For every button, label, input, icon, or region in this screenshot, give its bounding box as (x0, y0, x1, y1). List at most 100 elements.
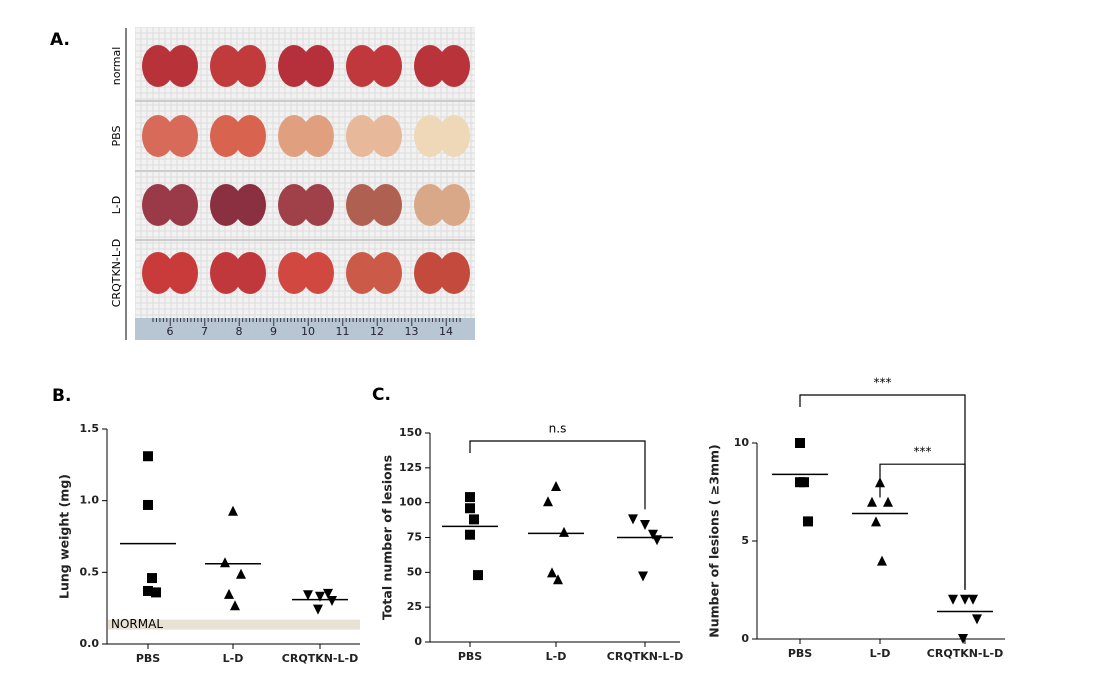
ruler (135, 318, 475, 340)
data-point (465, 503, 475, 514)
y-tick-label: 0.5 (80, 565, 100, 578)
lung-lobe (346, 115, 378, 157)
panel-label: A. (50, 30, 70, 50)
lung-lobe (414, 252, 446, 294)
y-tick-label: 1.5 (80, 422, 100, 435)
significance-label: *** (914, 445, 932, 459)
data-point (551, 480, 561, 491)
row-label: CRQTKN-L-D (110, 239, 123, 308)
y-axis-label: Total number of lesions (380, 455, 395, 620)
lung-lobe (438, 115, 470, 157)
significance-bracket (469, 440, 646, 510)
data-point (543, 496, 553, 507)
y-axis-label: Lung weight (mg) (57, 474, 72, 599)
ruler-tick-label: 13 (405, 325, 419, 338)
data-point (143, 499, 153, 510)
y-tick-label: 125 (399, 461, 422, 474)
ruler-tick-label: 10 (301, 325, 315, 338)
data-point (143, 585, 153, 596)
lung-lobe (278, 45, 310, 87)
lung-lobe (278, 184, 310, 226)
lung-lobe (142, 184, 174, 226)
data-point (638, 571, 648, 582)
lung-lobe (438, 45, 470, 87)
data-point (958, 634, 968, 644)
y-tick-label: 100 (399, 496, 422, 509)
y-tick-label: 75 (407, 531, 422, 544)
data-point (315, 591, 325, 602)
data-point (236, 568, 246, 579)
ruler-tick-label: 7 (201, 325, 208, 338)
ruler-tick-label: 6 (167, 325, 174, 338)
data-point (323, 588, 333, 599)
row-label: L-D (110, 196, 123, 214)
y-tick-label: 10 (734, 436, 750, 449)
lung-lobe (414, 115, 446, 157)
normal-band (108, 619, 360, 630)
x-tick-label: PBS (458, 650, 482, 663)
lung-lobe (166, 45, 198, 87)
data-point (220, 557, 230, 568)
lung-lobe (414, 45, 446, 87)
x-tick-label: CRQTKN-L-D (927, 647, 1003, 660)
lung-lobe (346, 252, 378, 294)
lung-lobe (370, 252, 402, 294)
lung-lobe (234, 184, 266, 226)
lung-lobe (414, 184, 446, 226)
data-point (224, 588, 234, 599)
lung-lobe (302, 252, 334, 294)
data-point (795, 477, 805, 488)
significance-label: n.s (549, 422, 567, 436)
data-point (465, 529, 475, 540)
lung-lobe (166, 184, 198, 226)
lung-lobe (370, 115, 402, 157)
y-tick-label: 0 (414, 635, 422, 648)
x-tick-label: CRQTKN-L-D (282, 652, 358, 665)
significance-bracket (879, 463, 966, 590)
x-tick-label: L-D (546, 650, 567, 663)
data-point (553, 574, 563, 585)
data-point (303, 590, 313, 601)
data-point (968, 594, 978, 605)
data-point (628, 514, 638, 525)
data-point (795, 438, 805, 448)
lung-lobe (142, 252, 174, 294)
data-point (151, 587, 161, 598)
data-point (547, 567, 557, 578)
lung-lobe (234, 45, 266, 87)
lung-lobe (302, 115, 334, 157)
ruler-tick-label: 12 (370, 325, 384, 338)
data-point (867, 496, 877, 507)
lung-lobe (166, 252, 198, 294)
data-point (473, 570, 483, 581)
lung-lobe (438, 252, 470, 294)
y-axis-label: Number of lesions ( ≥3mm) (707, 444, 722, 637)
panel-label: C. (372, 385, 391, 405)
y-tick-label: 0.0 (80, 637, 100, 650)
data-point (465, 492, 475, 503)
lung-lobe (142, 115, 174, 157)
ruler-tick-label: 11 (336, 325, 350, 338)
y-tick-label: 50 (407, 565, 423, 578)
panel-label: B. (52, 386, 71, 406)
data-point (972, 614, 982, 625)
data-point (960, 594, 970, 605)
data-point (230, 600, 240, 611)
data-point (469, 514, 479, 525)
row-label: normal (110, 47, 123, 86)
y-tick-label: 0 (741, 632, 749, 645)
data-point (883, 496, 893, 507)
y-tick-label: 1.0 (80, 494, 100, 507)
data-point (313, 604, 323, 615)
y-tick-label: 25 (407, 600, 422, 613)
data-point (948, 594, 958, 605)
lung-lobe (234, 252, 266, 294)
data-point (228, 505, 238, 516)
lung-lobe (234, 115, 266, 157)
ruler-tick-label: 8 (236, 325, 243, 338)
lung-photos (135, 45, 475, 294)
y-tick-label: 150 (399, 426, 422, 439)
normal-band-label: NORMAL (111, 617, 163, 631)
lung-lobe (302, 45, 334, 87)
